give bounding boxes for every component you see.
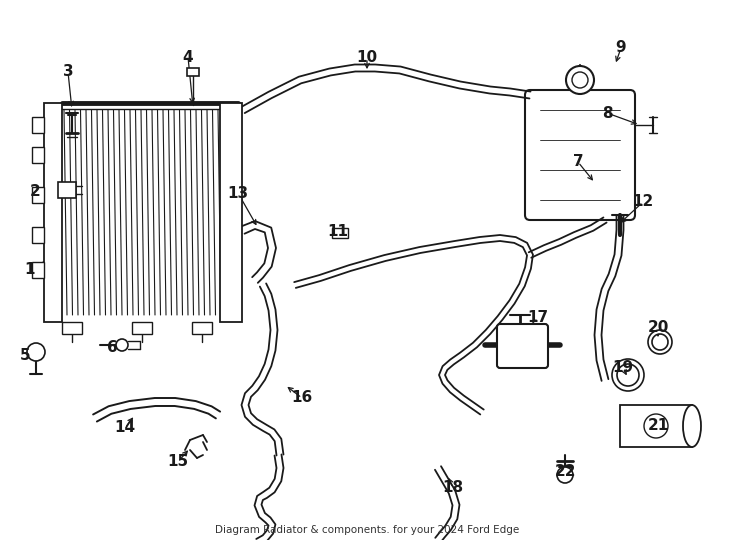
Text: 1: 1 (25, 262, 35, 278)
FancyBboxPatch shape (525, 90, 635, 220)
Bar (220, 103, 242, 322)
Circle shape (644, 414, 668, 438)
Text: 6: 6 (106, 341, 117, 355)
Text: 20: 20 (647, 321, 669, 335)
Text: 21: 21 (647, 417, 669, 433)
Bar (32, 227, 44, 243)
Text: 12: 12 (633, 194, 653, 210)
Text: 14: 14 (115, 421, 136, 435)
Text: 16: 16 (291, 390, 313, 406)
Ellipse shape (683, 405, 701, 447)
Text: 18: 18 (443, 481, 464, 496)
Circle shape (116, 339, 128, 351)
Text: 9: 9 (616, 40, 626, 56)
Text: 8: 8 (602, 105, 612, 120)
FancyBboxPatch shape (497, 324, 548, 368)
Text: 22: 22 (554, 464, 575, 480)
Text: 3: 3 (62, 64, 73, 79)
Text: 7: 7 (573, 154, 584, 170)
Bar (32, 117, 44, 133)
Text: 15: 15 (167, 455, 189, 469)
Bar (32, 187, 44, 203)
Bar (32, 147, 44, 163)
Bar (58, 182, 76, 198)
Text: 17: 17 (528, 310, 548, 326)
Bar (620, 405, 692, 447)
Text: 5: 5 (20, 348, 30, 362)
Bar (332, 228, 348, 238)
Circle shape (566, 66, 594, 94)
Text: 2: 2 (29, 185, 40, 199)
Circle shape (557, 467, 573, 483)
Circle shape (27, 343, 45, 361)
Bar (192, 322, 212, 334)
Text: 19: 19 (612, 361, 633, 375)
Text: Diagram Radiator & components. for your 2024 Ford Edge: Diagram Radiator & components. for your … (215, 525, 519, 535)
Text: 10: 10 (357, 51, 377, 65)
Bar (132, 322, 152, 334)
Text: 4: 4 (183, 50, 193, 64)
Text: 13: 13 (228, 186, 249, 200)
Bar (32, 262, 44, 278)
Circle shape (572, 72, 588, 88)
Bar (44, 103, 62, 322)
Bar (187, 68, 199, 76)
Text: 11: 11 (327, 225, 349, 240)
Bar (62, 322, 82, 334)
